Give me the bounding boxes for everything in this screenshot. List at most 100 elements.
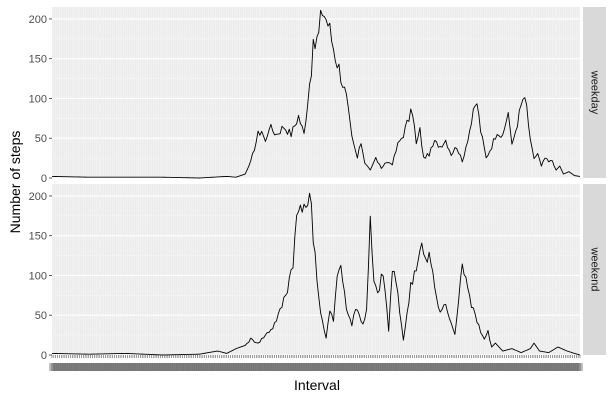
x-tick-label-overplot	[494, 363, 501, 371]
x-tick-label-overplot	[205, 363, 212, 371]
x-tick-label-overplot	[345, 363, 352, 371]
x-tick-label-overplot	[324, 363, 331, 371]
x-tick-label-overplot	[299, 363, 306, 371]
x-tick-label-overplot	[560, 363, 567, 371]
x-tick-label-overplot	[61, 363, 68, 371]
x-tick-label-overplot	[56, 363, 63, 371]
panels-layer: 0 50 100 150 200 weekday 0 50 100 150 200 weekend	[29, 7, 606, 362]
x-tick-label-overplot	[72, 363, 79, 371]
x-tick-label-overplot	[293, 363, 300, 371]
x-tick-label-overplot	[247, 363, 254, 371]
x-tick-label-overplot	[199, 363, 206, 371]
x-tick-label-overplot	[545, 363, 552, 371]
x-tick-label-overplot	[376, 363, 383, 371]
x-tick-label-overplot	[214, 363, 221, 371]
x-tick-label-overplot	[260, 363, 267, 371]
x-tick-label-overplot	[466, 363, 473, 371]
y-tick-label: 200	[29, 14, 47, 26]
x-tick-label-overplot	[109, 363, 116, 371]
y-tick-label: 100	[29, 270, 47, 282]
x-tick-label-overplot	[52, 363, 59, 371]
x-tick-label-overplot	[424, 363, 431, 371]
x-tick-label-overplot	[201, 363, 208, 371]
x-tick-label-overplot	[126, 363, 133, 371]
x-tick-label-overplot	[210, 363, 217, 371]
x-tick-label-overplot	[63, 363, 70, 371]
x-tick-label-overplot	[575, 363, 582, 371]
x-tick-label-overplot	[271, 363, 278, 371]
x-tick-label-overplot	[76, 363, 83, 371]
x-tick-label-overplot	[115, 363, 122, 371]
x-tick-label-overplot	[89, 363, 96, 371]
x-tick-label-overplot	[404, 363, 411, 371]
x-tick-label-overplot	[220, 363, 227, 371]
x-tick-label-overplot	[464, 363, 471, 371]
x-tick-label-overplot	[183, 363, 190, 371]
x-tick-label-overplot	[361, 363, 368, 371]
series-line-weekend	[51, 192, 581, 356]
x-tick-label-overplot	[297, 363, 304, 371]
x-tick-label-overplot	[291, 363, 298, 371]
x-tick-label-overplot	[468, 363, 475, 371]
x-tick-label-overplot	[96, 363, 103, 371]
x-tick-label-overplot	[129, 363, 136, 371]
x-tick-label-overplot	[242, 363, 249, 371]
x-tick-label-overplot	[385, 363, 392, 371]
x-tick-label-overplot	[192, 363, 199, 371]
x-tick-label-overplot	[383, 363, 390, 371]
x-tick-label-overplot	[416, 363, 423, 371]
x-tick-label-overplot	[152, 363, 159, 371]
x-tick-label-overplot	[446, 363, 453, 371]
x-tick-label-overplot	[49, 363, 55, 371]
x-tick-label-overplot	[185, 363, 192, 371]
x-tick-label-overplot	[161, 363, 168, 371]
x-tick-label-overplot	[472, 363, 479, 371]
x-tick-label-overplot	[78, 363, 85, 371]
x-tick-label-overplot	[356, 363, 363, 371]
x-tick-label-overplot	[518, 363, 525, 371]
x-tick-label-overplot	[477, 363, 484, 371]
y-tick-label: 150	[29, 54, 47, 66]
x-tick-label-overplot	[223, 363, 230, 371]
x-tick-label-overplot	[251, 363, 258, 371]
x-tick-label-overplot	[562, 363, 569, 371]
x-tick-label-overplot	[313, 363, 320, 371]
x-tick-label-overplot	[282, 363, 289, 371]
x-tick-label-overplot	[148, 363, 155, 371]
x-tick-label-overplot	[196, 363, 203, 371]
x-tick-label-overplot	[102, 363, 109, 371]
x-tick-label-overplot	[203, 363, 210, 371]
x-tick-label-overplot	[486, 363, 493, 371]
x-tick-label-overplot	[411, 363, 418, 371]
x-tick-label-overplot	[111, 363, 118, 371]
x-tick-label-overplot	[144, 363, 151, 371]
x-tick-label-overplot	[453, 363, 460, 371]
x-tick-label-overplot	[479, 363, 486, 371]
series-line-weekday	[51, 9, 581, 179]
x-tick-label-overplot	[444, 363, 451, 371]
x-tick-label-overplot	[507, 363, 514, 371]
x-tick-label-overplot	[166, 363, 173, 371]
x-tick-label-overplot	[258, 363, 265, 371]
x-tick-label-overplot	[334, 363, 341, 371]
x-tick-label-overplot	[153, 363, 160, 371]
x-tick-label-overplot	[113, 363, 120, 371]
x-tick-label-overplot	[527, 363, 534, 371]
x-tick-label-overplot	[473, 363, 480, 371]
x-tick-label-overplot	[531, 363, 538, 371]
x-tick-label-overplot	[457, 363, 464, 371]
x-tick-label-overplot	[186, 363, 193, 371]
x-tick-label-overplot	[275, 363, 282, 371]
x-tick-label-overplot	[225, 363, 232, 371]
x-tick-label-overplot	[174, 363, 181, 371]
x-tick-label-overplot	[267, 363, 274, 371]
x-tick-label-overplot	[302, 363, 309, 371]
x-tick-label-overplot	[306, 363, 313, 371]
x-tick-label-overplot	[540, 363, 547, 371]
x-tick-label-overplot	[146, 363, 153, 371]
x-tick-label-overplot	[339, 363, 346, 371]
y-axis-title: Number of steps	[7, 131, 23, 234]
x-tick-label-overplot	[71, 363, 78, 371]
x-tick-label-overplot	[534, 363, 541, 371]
x-tick-label-overplot	[308, 363, 315, 371]
